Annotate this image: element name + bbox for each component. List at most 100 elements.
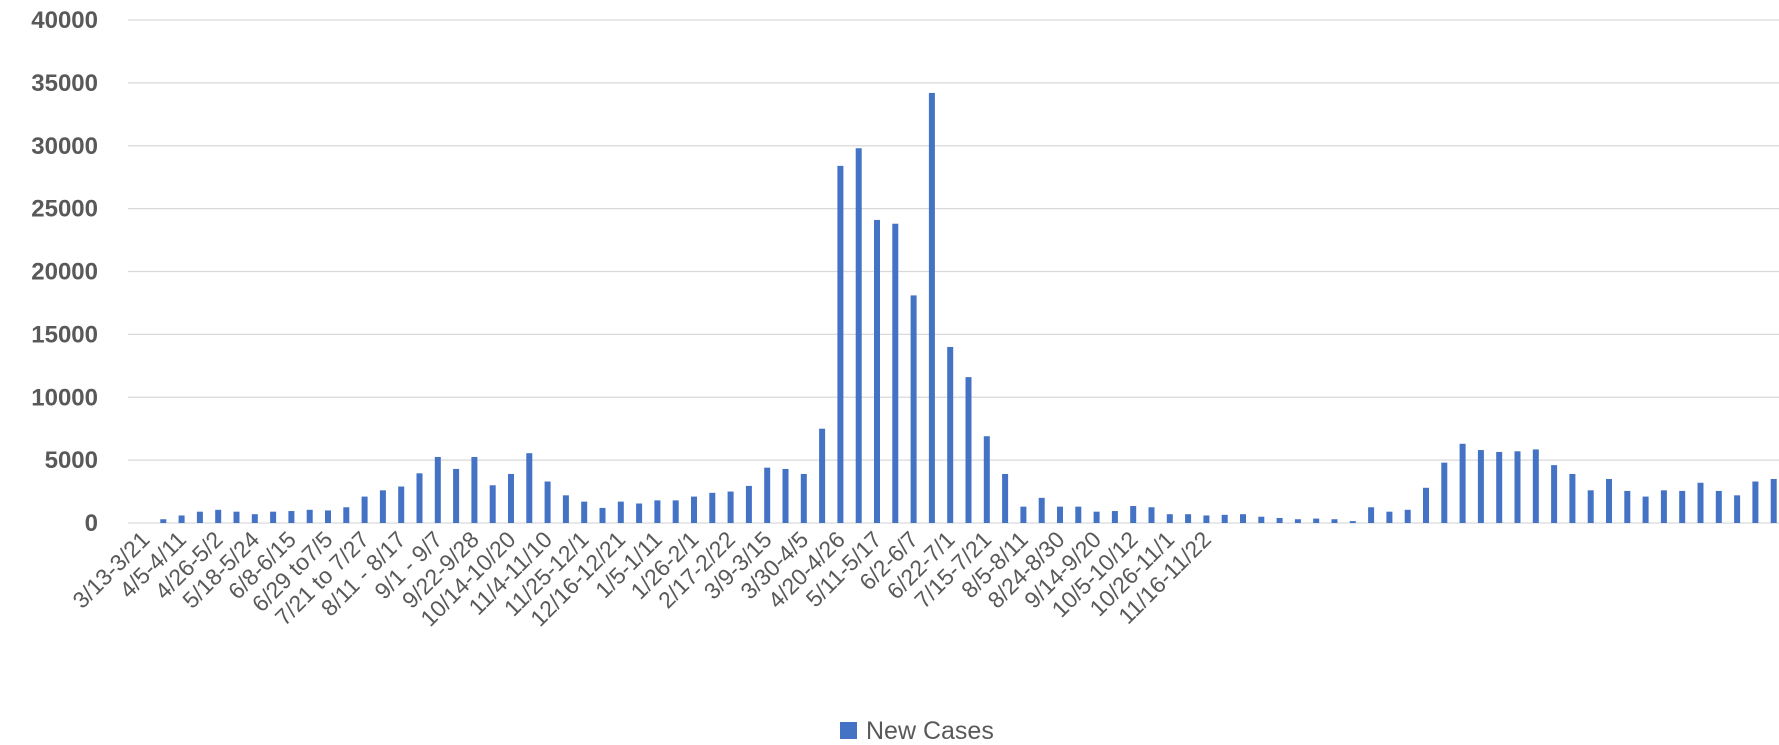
y-tick-label: 35000: [31, 70, 98, 97]
bar: [1020, 506, 1027, 523]
bar: [1111, 511, 1118, 523]
bar: [361, 496, 368, 523]
bar: [1642, 496, 1649, 523]
bar: [1203, 515, 1210, 523]
bar: [288, 511, 295, 523]
bar: [764, 467, 771, 523]
bar: [471, 456, 478, 523]
bar: [1551, 465, 1558, 523]
bar: [709, 492, 716, 523]
bar: [1715, 490, 1722, 523]
bar: [1660, 490, 1667, 523]
bar: [855, 148, 862, 523]
bar: [1514, 451, 1521, 523]
bar: [233, 511, 240, 523]
y-tick-label: 25000: [31, 196, 98, 223]
bar: [1423, 487, 1429, 523]
bar: [526, 453, 533, 523]
bar: [416, 473, 423, 523]
bar: [1477, 450, 1484, 523]
legend-swatch: [840, 722, 857, 739]
y-tick-label: 15000: [31, 321, 98, 348]
bar: [1130, 506, 1137, 523]
bar: [1734, 495, 1741, 523]
bar: [434, 456, 441, 523]
bar: [1587, 490, 1594, 523]
bar: [1057, 506, 1063, 523]
bar: [892, 223, 899, 523]
y-tick-label: 10000: [31, 384, 98, 411]
bar: [1038, 497, 1045, 523]
y-tick-label: 20000: [31, 259, 98, 286]
bar: [325, 510, 331, 523]
bar: [1404, 509, 1411, 523]
bar: [215, 509, 222, 523]
y-tick-label: 40000: [31, 7, 98, 34]
legend: New Cases: [840, 717, 994, 745]
bar: [965, 377, 972, 523]
bar: [1185, 514, 1192, 523]
bar: [910, 295, 917, 523]
bar: [1276, 517, 1283, 523]
y-axis-ticks: 0 5000 10000 15000 20000 25000 30000 35000 40000: [31, 7, 98, 537]
legend-label: New Cases: [866, 717, 994, 745]
bar: [1532, 449, 1539, 523]
gridlines: [128, 19, 1779, 524]
bar: [251, 514, 258, 523]
y-tick-label: 5000: [45, 447, 98, 474]
bars: [160, 92, 1777, 523]
bar: [1368, 507, 1375, 523]
bar: [947, 346, 954, 523]
bar: [544, 481, 551, 523]
bar: [1386, 511, 1393, 523]
bar: [453, 468, 460, 523]
bar: [1459, 443, 1466, 523]
bar: [672, 500, 679, 523]
bar: [1258, 516, 1265, 523]
bar: [1331, 519, 1338, 523]
bar: [928, 92, 935, 523]
bar: [1496, 451, 1503, 523]
bar: [1093, 511, 1100, 523]
bar: [306, 509, 313, 523]
bar: [1752, 481, 1759, 523]
bar: [1221, 514, 1228, 523]
bar: [1770, 478, 1777, 523]
bar: [1240, 514, 1246, 523]
bar: [745, 485, 752, 523]
bar: [782, 468, 789, 523]
bar: [1697, 482, 1704, 523]
bar: [819, 428, 826, 523]
y-tick-label: 0: [85, 510, 98, 537]
bar: [379, 490, 386, 523]
bar: [1166, 514, 1173, 523]
bar: [178, 515, 185, 523]
bar: [1002, 473, 1009, 523]
bar: [599, 507, 606, 523]
bar: [617, 501, 624, 523]
bar: [343, 507, 350, 523]
bar: [581, 501, 588, 523]
bar: [636, 503, 643, 523]
bar: [508, 473, 514, 523]
bar: [1606, 478, 1612, 523]
bar: [727, 491, 734, 523]
bar: [1569, 473, 1576, 523]
x-axis-ticks: 3/13-3/214/5-4/114/26-5/25/18-5/246/8-6/…: [67, 526, 1216, 631]
y-tick-label: 30000: [31, 133, 98, 160]
bar: [1313, 518, 1320, 523]
bar: [562, 495, 569, 523]
bar: [654, 500, 661, 523]
bar: [800, 473, 807, 523]
bar: [160, 519, 167, 523]
bar: [874, 219, 880, 523]
bar: [837, 165, 844, 523]
bar: [983, 436, 990, 523]
bar: [1624, 490, 1631, 523]
bar: [196, 511, 203, 523]
bar: [1148, 507, 1155, 523]
bar: [691, 496, 697, 523]
bar: [1349, 521, 1356, 523]
bar: [489, 485, 496, 523]
